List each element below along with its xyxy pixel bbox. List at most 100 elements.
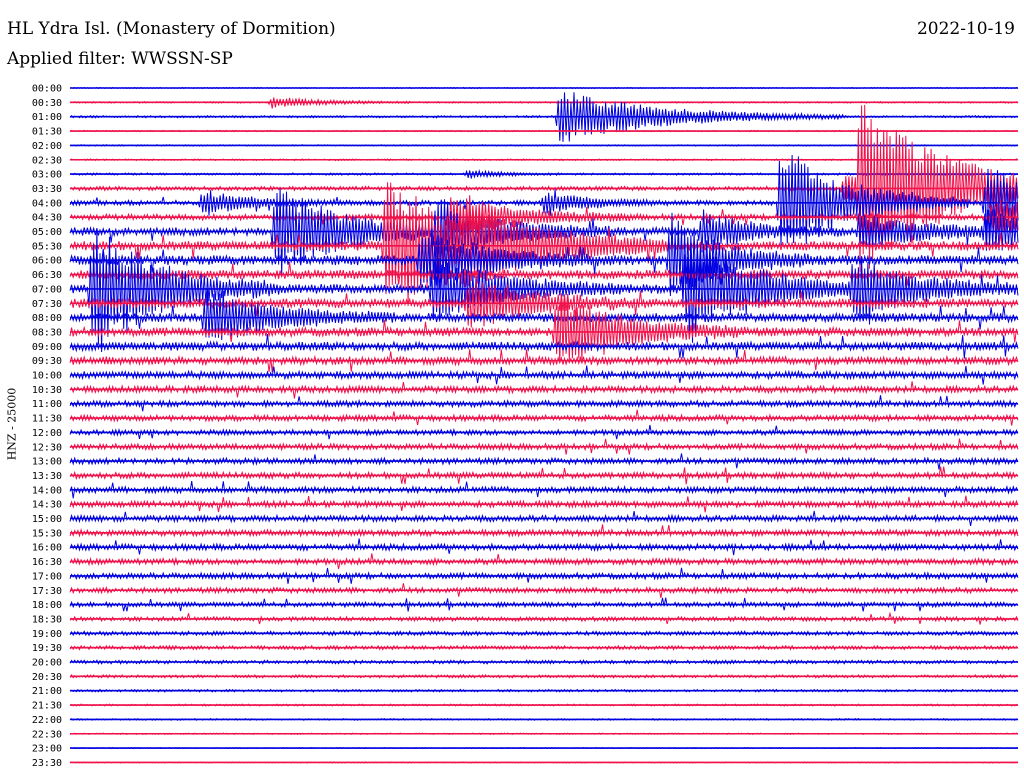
filter-label: Applied filter: WWSSN-SP xyxy=(7,49,233,69)
seismic-trace xyxy=(69,732,1019,736)
seismic-trace xyxy=(69,349,1019,373)
time-tick-label: 16:30 xyxy=(32,557,62,568)
time-tick-label: 15:00 xyxy=(32,514,62,525)
seismic-trace xyxy=(69,144,1019,147)
seismic-trace xyxy=(69,262,1019,286)
seismic-trace xyxy=(69,188,1019,276)
time-tick-label: 14:00 xyxy=(32,485,62,496)
traces-group xyxy=(69,86,1019,764)
time-tick-label: 06:30 xyxy=(32,270,62,281)
seismic-trace xyxy=(69,424,1019,440)
seismic-trace xyxy=(69,673,1019,679)
seismic-trace xyxy=(69,86,1019,90)
seismic-trace xyxy=(69,453,1019,470)
seismic-trace xyxy=(69,659,1019,665)
seismic-trace xyxy=(69,395,1019,412)
time-tick-label: 23:30 xyxy=(32,758,62,769)
time-tick-label: 04:00 xyxy=(32,198,62,209)
time-tick-label: 19:00 xyxy=(32,629,62,640)
time-tick-label: 06:00 xyxy=(32,256,62,267)
seismic-trace xyxy=(69,481,1019,499)
seismic-trace xyxy=(69,510,1019,526)
time-tick-label: 07:00 xyxy=(32,284,62,295)
seismic-trace xyxy=(69,495,1019,513)
seismic-trace xyxy=(69,524,1019,538)
time-tick-label: 20:30 xyxy=(32,672,62,683)
time-tick-label: 00:00 xyxy=(32,84,62,95)
time-tick-labels: 00:00 00:30 01:00 01:30 02:00 02:30 03:00 03:30… xyxy=(32,84,62,769)
seismic-trace xyxy=(69,717,1019,721)
time-tick-label: 01:00 xyxy=(32,112,62,123)
time-tick-label: 00:30 xyxy=(32,98,62,109)
time-tick-label: 05:00 xyxy=(32,227,62,238)
time-tick-label: 08:00 xyxy=(32,313,62,324)
seismic-trace xyxy=(69,158,1019,162)
time-tick-label: 13:30 xyxy=(32,471,62,482)
time-tick-label: 13:00 xyxy=(32,457,62,468)
seismic-trace xyxy=(69,567,1019,584)
seismic-trace xyxy=(69,96,1019,109)
seismic-trace xyxy=(69,644,1019,651)
seismic-trace xyxy=(69,583,1019,598)
record-date: 2022-10-19 xyxy=(916,19,1015,39)
seismic-trace xyxy=(69,289,1019,341)
time-tick-label: 22:30 xyxy=(32,729,62,740)
seismic-trace xyxy=(69,104,1019,272)
time-tick-label: 03:30 xyxy=(32,184,62,195)
time-tick-label: 21:00 xyxy=(32,686,62,697)
time-tick-label: 11:00 xyxy=(32,399,62,410)
seismic-trace xyxy=(69,747,1019,750)
time-tick-label: 19:30 xyxy=(32,643,62,654)
seismic-trace xyxy=(69,334,1019,359)
time-tick-label: 20:00 xyxy=(32,658,62,669)
seismic-trace xyxy=(69,538,1019,556)
time-tick-label: 15:30 xyxy=(32,528,62,539)
seismic-trace xyxy=(69,553,1019,570)
seismic-trace xyxy=(69,761,1019,764)
time-tick-label: 18:30 xyxy=(32,614,62,625)
time-tick-label: 23:00 xyxy=(32,744,62,755)
seismic-trace xyxy=(69,688,1019,693)
time-tick-label: 04:30 xyxy=(32,213,62,224)
time-tick-label: 10:00 xyxy=(32,371,62,382)
time-tick-label: 02:00 xyxy=(32,141,62,152)
time-tick-label: 16:00 xyxy=(32,543,62,554)
seismic-trace xyxy=(69,169,1019,179)
time-tick-label: 07:30 xyxy=(32,299,62,310)
time-tick-label: 11:30 xyxy=(32,414,62,425)
time-tick-label: 03:00 xyxy=(32,170,62,181)
seismic-trace xyxy=(69,597,1019,612)
seismic-trace xyxy=(69,703,1019,707)
seismic-trace xyxy=(69,154,1019,247)
seismic-trace xyxy=(69,409,1019,426)
seismic-trace xyxy=(69,365,1019,385)
station-title: HL Ydra Isl. (Monastery of Dormition) xyxy=(7,19,336,39)
time-tick-label: 12:00 xyxy=(32,428,62,439)
seismic-trace xyxy=(69,630,1019,637)
seismic-trace xyxy=(69,611,1019,625)
seismic-trace xyxy=(69,129,1019,133)
seismic-trace xyxy=(69,195,1019,236)
seismic-trace xyxy=(69,293,1019,364)
seismic-trace xyxy=(69,438,1019,455)
time-tick-label: 09:00 xyxy=(32,342,62,353)
seismic-trace xyxy=(69,466,1019,485)
time-tick-label: 08:30 xyxy=(32,327,62,338)
time-tick-label: 02:30 xyxy=(32,155,62,166)
time-tick-label: 21:30 xyxy=(32,701,62,712)
time-tick-label: 05:30 xyxy=(32,241,62,252)
seismic-trace xyxy=(69,281,1019,328)
time-tick-label: 14:30 xyxy=(32,500,62,511)
time-tick-label: 17:30 xyxy=(32,586,62,597)
seismic-trace xyxy=(69,212,1019,297)
time-tick-label: 09:30 xyxy=(32,356,62,367)
time-tick-label: 10:30 xyxy=(32,385,62,396)
seismic-trace xyxy=(69,381,1019,399)
seismic-trace xyxy=(69,92,1019,142)
time-tick-label: 01:30 xyxy=(32,127,62,138)
time-tick-label: 17:00 xyxy=(32,571,62,582)
time-tick-label: 18:00 xyxy=(32,600,62,611)
time-tick-label: 22:00 xyxy=(32,715,62,726)
time-tick-label: 12:30 xyxy=(32,442,62,453)
